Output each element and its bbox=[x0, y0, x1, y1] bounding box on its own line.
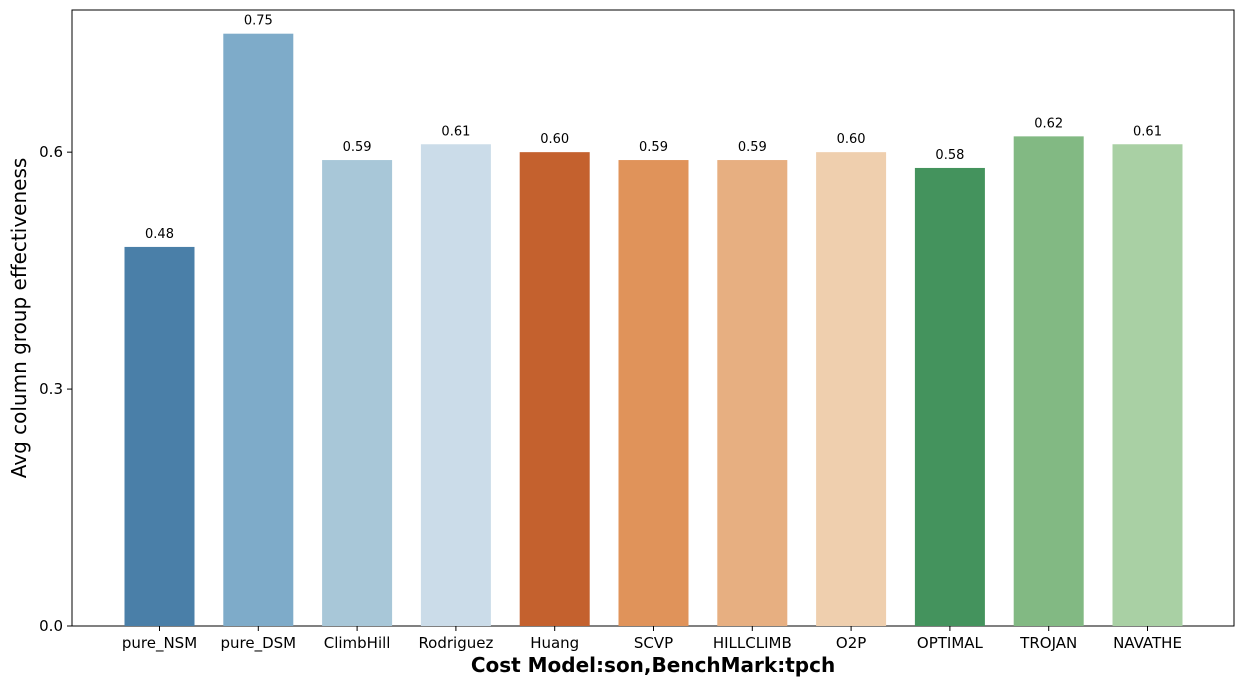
bar bbox=[1013, 136, 1084, 626]
bars: 0.48 0.75 0.59 0.61 0.60 0.59 0.59 0.60 0.58 0.62… bbox=[124, 14, 1183, 627]
bar bbox=[717, 160, 788, 627]
x-axis: pure_NSM pure_DSM ClimbHill Rodriguez Huang S… bbox=[122, 626, 1182, 653]
bar-value-label: 0.61 bbox=[1133, 124, 1162, 139]
bar bbox=[519, 152, 590, 626]
y-tick-label: 0.6 bbox=[39, 143, 63, 161]
bar bbox=[1112, 144, 1183, 626]
bar bbox=[124, 246, 195, 626]
x-tick-label: pure_DSM bbox=[220, 634, 296, 653]
bar bbox=[420, 144, 491, 626]
bar-value-label: 0.48 bbox=[145, 227, 174, 242]
x-tick-label: Rodriguez bbox=[418, 634, 493, 652]
bar-value-label: 0.61 bbox=[441, 124, 470, 139]
x-tick-label: TROJAN bbox=[1019, 634, 1077, 652]
bar-value-label: 0.59 bbox=[343, 140, 372, 155]
bar bbox=[223, 33, 294, 626]
bar-value-label: 0.75 bbox=[244, 14, 273, 29]
y-axis: 0.0 0.3 0.6 bbox=[39, 143, 72, 635]
bar bbox=[322, 160, 393, 627]
bar-value-label: 0.58 bbox=[935, 148, 964, 163]
bar-value-label: 0.59 bbox=[639, 140, 668, 155]
x-tick-label: HILLCLIMB bbox=[713, 634, 792, 652]
x-tick-label: pure_NSM bbox=[122, 634, 197, 653]
x-axis-title: Cost Model:son,BenchMark:tpch bbox=[471, 653, 835, 677]
bar-value-label: 0.59 bbox=[738, 140, 767, 155]
x-tick-label: ClimbHill bbox=[324, 634, 391, 652]
bar-value-label: 0.62 bbox=[1034, 116, 1063, 131]
bar bbox=[618, 160, 689, 627]
y-tick-label: 0.3 bbox=[39, 380, 63, 398]
y-tick-label: 0.0 bbox=[39, 617, 63, 635]
x-tick-label: Huang bbox=[530, 634, 579, 652]
x-tick-label: SCVP bbox=[634, 634, 673, 652]
x-tick-label: OPTIMAL bbox=[917, 634, 984, 652]
bar-value-label: 0.60 bbox=[837, 132, 866, 147]
bar bbox=[914, 167, 985, 626]
y-axis-title: Avg column group effectiveness bbox=[7, 158, 31, 479]
bar bbox=[816, 152, 887, 626]
x-tick-label: O2P bbox=[836, 634, 866, 652]
bar-value-label: 0.60 bbox=[540, 132, 569, 147]
x-tick-label: NAVATHE bbox=[1113, 634, 1182, 652]
